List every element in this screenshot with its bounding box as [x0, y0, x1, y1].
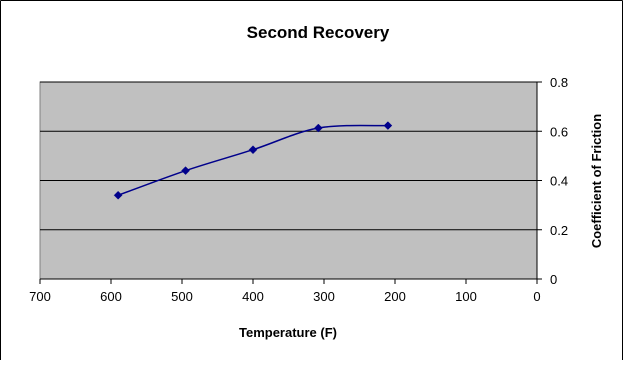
data-point-3: [313, 123, 323, 133]
x-tick-label-4: 300: [313, 289, 335, 304]
x-tick-label-5: 200: [384, 289, 406, 304]
x-tick-label-2: 500: [171, 289, 193, 304]
gridlines: [40, 81, 537, 231]
chart-title: Second Recovery: [247, 23, 390, 42]
x-tick-label-0: 700: [29, 289, 51, 304]
y-tick-label-3: 0.6: [550, 124, 568, 139]
y-axis-title: Coefficient of Friction: [589, 114, 604, 248]
x-tick-label-3: 400: [242, 289, 264, 304]
data-point-4: [383, 121, 393, 130]
y-tick-label-4: 0.8: [550, 75, 568, 90]
data-point-2: [248, 145, 258, 155]
x-axis-title: Temperature (F): [239, 325, 337, 340]
x-tick-label-7: 0: [533, 289, 540, 304]
data-point-0: [113, 190, 123, 200]
y-axis-ticks: 0 0.2 0.4 0.6 0.8: [537, 75, 568, 287]
y-tick-label-2: 0.4: [550, 174, 568, 189]
x-tick-label-6: 100: [455, 289, 477, 304]
series-layer: [113, 121, 393, 200]
x-axis-ticks: 700 600 500 400 300 200 100 0: [29, 279, 541, 304]
x-tick-label-1: 600: [100, 289, 122, 304]
y-tick-label-0: 0: [550, 272, 557, 287]
y-tick-label-1: 0.2: [550, 223, 568, 238]
data-point-1: [181, 166, 190, 176]
